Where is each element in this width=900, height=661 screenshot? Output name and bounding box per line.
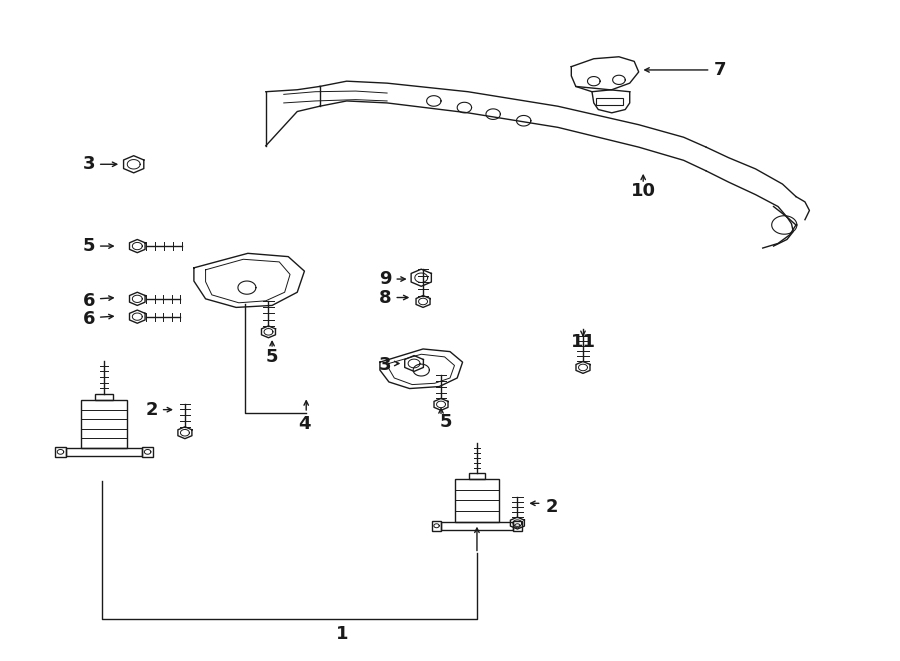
Text: 5: 5 [83, 237, 95, 255]
Text: 3: 3 [83, 155, 95, 173]
Bar [142, 447, 153, 457]
Text: 2: 2 [545, 498, 558, 516]
Bar [469, 473, 485, 479]
Text: 2: 2 [146, 401, 158, 418]
Text: 5: 5 [266, 348, 278, 366]
Text: 7: 7 [714, 61, 725, 79]
Bar [432, 521, 441, 531]
Bar [95, 394, 113, 401]
Text: 6: 6 [83, 292, 95, 310]
Text: 11: 11 [571, 333, 596, 352]
Bar [455, 479, 499, 522]
Bar [66, 448, 142, 456]
Text: 6: 6 [83, 309, 95, 328]
Text: 3: 3 [379, 356, 392, 374]
Text: 10: 10 [631, 182, 656, 200]
Text: 9: 9 [379, 270, 392, 288]
Bar [441, 522, 513, 529]
Bar [55, 447, 66, 457]
Bar [596, 98, 623, 105]
Bar [81, 401, 128, 448]
Text: 5: 5 [439, 412, 452, 430]
Text: 1: 1 [336, 625, 348, 643]
Bar [513, 521, 522, 531]
Text: 4: 4 [298, 415, 310, 433]
Text: 8: 8 [379, 288, 392, 307]
